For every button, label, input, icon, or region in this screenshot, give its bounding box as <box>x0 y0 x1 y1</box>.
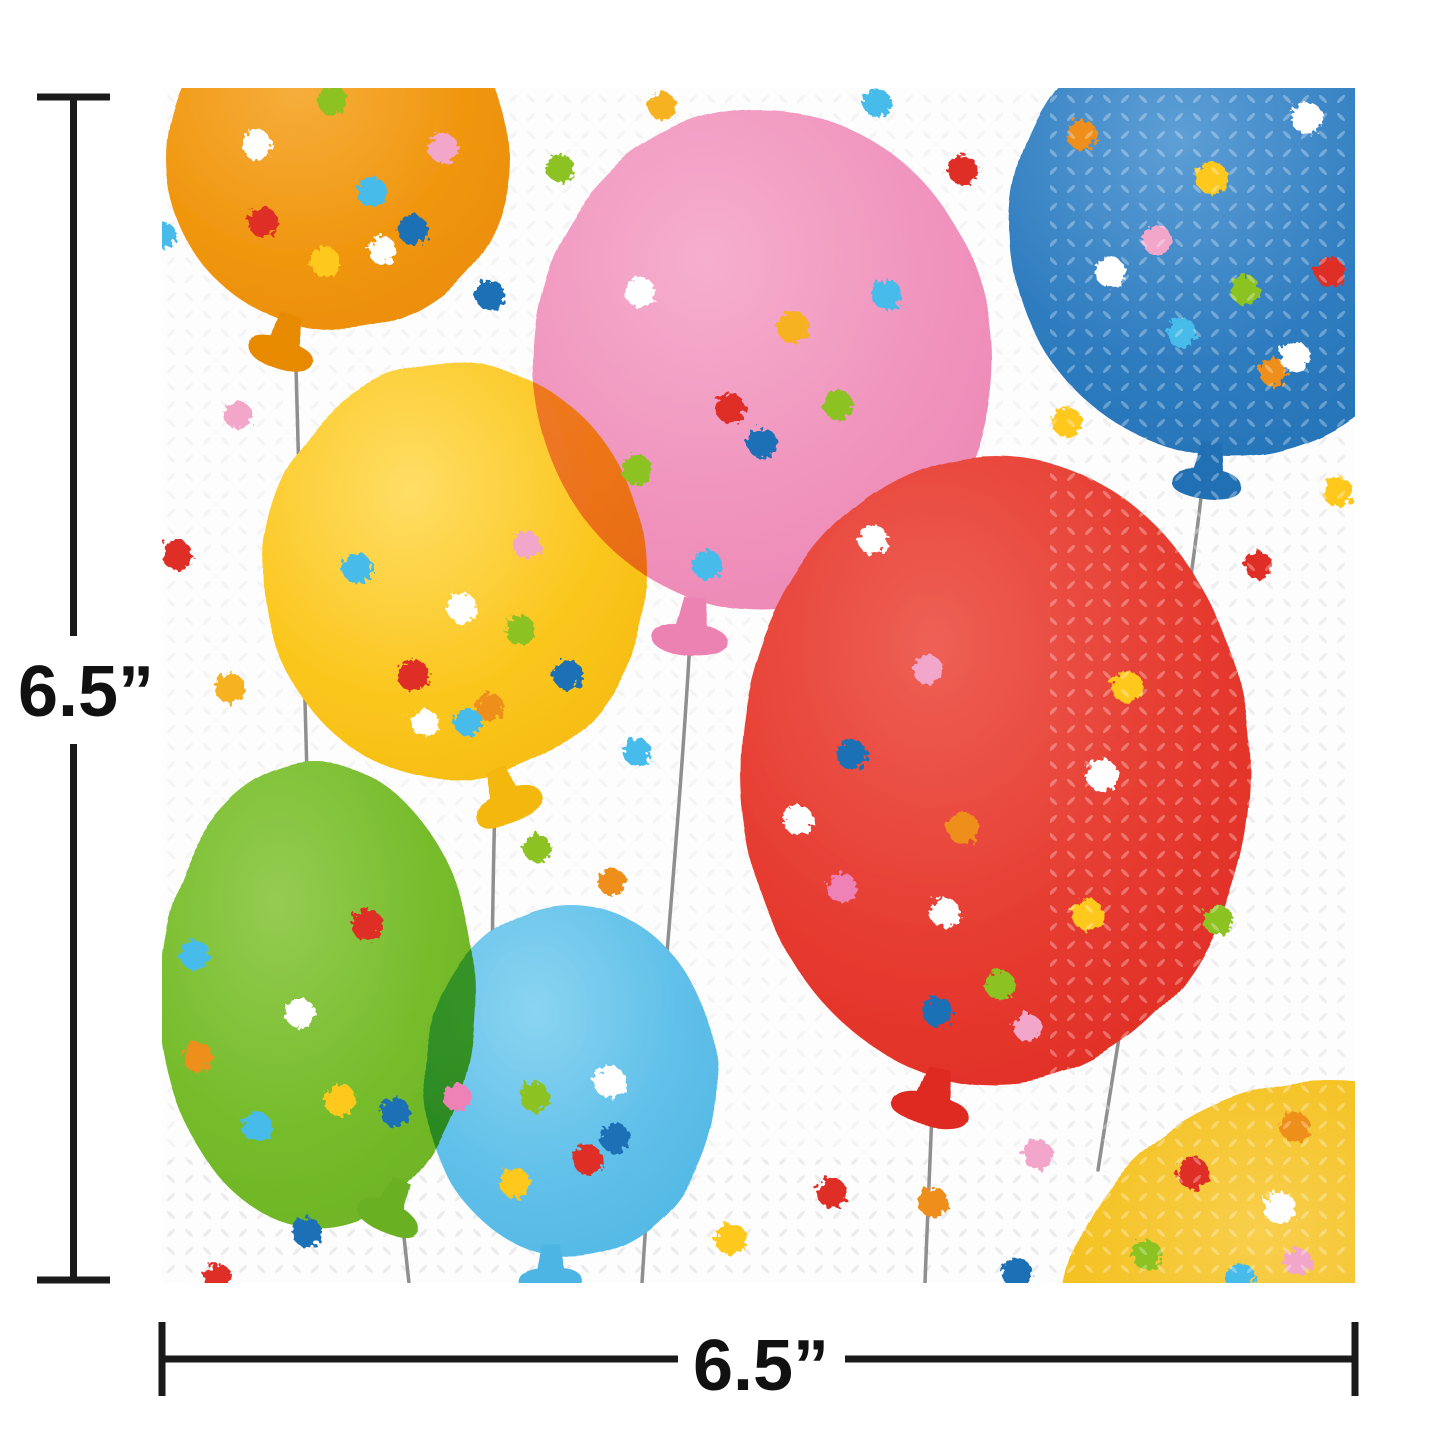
confetti-dot <box>872 280 902 310</box>
balloon-body <box>263 364 647 780</box>
balloon-knot <box>246 312 313 371</box>
confetti-dot <box>573 1145 603 1175</box>
confetti-dot <box>1023 1140 1053 1170</box>
confetti-dot <box>837 740 867 770</box>
confetti-dot <box>553 660 583 690</box>
balloon-knot <box>355 1178 420 1239</box>
confetti-dot <box>292 1217 322 1247</box>
confetti-dot <box>398 215 428 245</box>
confetti-dot <box>747 428 777 458</box>
confetti-dot <box>623 738 651 766</box>
confetti-dot <box>1002 1258 1032 1283</box>
confetti-dot <box>858 525 888 555</box>
balloon-knot <box>475 765 545 828</box>
confetti-dot <box>475 280 505 310</box>
height-dimension-line <box>37 93 110 1284</box>
confetti-dot <box>215 673 245 703</box>
confetti-dot <box>625 277 655 307</box>
balloon-body <box>166 88 510 330</box>
confetti-dot <box>324 1084 356 1116</box>
confetti-dot <box>368 236 396 264</box>
confetti-dot <box>923 997 953 1027</box>
balloon-knot <box>892 1064 967 1128</box>
confetti-dot <box>505 615 535 645</box>
confetti-dot <box>523 834 551 862</box>
confetti-dot <box>183 1042 213 1072</box>
balloon-body <box>424 904 716 1256</box>
confetti-dot <box>622 455 652 485</box>
confetti-dot <box>513 531 541 559</box>
confetti-dot <box>918 1187 948 1217</box>
confetti-dot <box>913 655 943 685</box>
confetti-dot <box>823 390 853 420</box>
confetti-dot <box>242 130 272 160</box>
confetti-dot <box>380 1097 410 1127</box>
balloon-lightblue <box>424 904 716 1283</box>
confetti-dot <box>162 222 176 248</box>
confetti-dot <box>443 1083 471 1111</box>
confetti-dot <box>648 92 676 120</box>
confetti-dot <box>863 89 891 117</box>
balloon-body <box>532 110 992 610</box>
confetti-dot <box>454 708 482 736</box>
confetti-dot <box>317 88 347 115</box>
confetti-dot <box>1013 1013 1041 1041</box>
confetti-dot <box>310 247 340 277</box>
confetti-dot <box>162 540 192 570</box>
confetti-dot <box>342 553 372 583</box>
confetti-dot <box>715 1223 747 1255</box>
confetti-dot <box>947 812 979 844</box>
confetti-dot <box>783 805 813 835</box>
balloon-pink <box>532 110 992 657</box>
confetti-dot <box>600 1123 630 1153</box>
confetti-dot <box>476 693 504 721</box>
confetti-dot <box>546 154 574 182</box>
napkin-texture-overlay <box>1050 88 1355 1283</box>
balloon-knot <box>652 595 729 657</box>
confetti-dot <box>594 1066 626 1098</box>
confetti-dot <box>777 311 809 343</box>
confetti-dot <box>285 998 315 1028</box>
confetti-dot <box>692 550 722 580</box>
confetti-dot <box>428 133 458 163</box>
confetti-dot <box>500 1168 530 1198</box>
confetti-dot <box>817 1178 847 1208</box>
width-label: 6.5” <box>693 1326 829 1406</box>
balloon-body <box>162 763 475 1227</box>
balloon-yellow <box>263 364 647 828</box>
confetti-dot <box>248 207 278 237</box>
confetti-dot <box>180 940 210 970</box>
napkin <box>162 88 1355 1283</box>
confetti-dot <box>351 909 383 941</box>
confetti-dot <box>242 1112 272 1142</box>
confetti-dot <box>598 868 626 896</box>
confetti-dot <box>930 898 960 928</box>
confetti-dot <box>224 401 252 429</box>
confetti-dot <box>357 177 387 207</box>
height-label: 6.5” <box>18 652 154 732</box>
confetti-dot <box>520 1082 550 1112</box>
balloon-knot <box>517 1243 583 1283</box>
confetti-dot <box>397 659 429 691</box>
confetti-dot <box>411 709 439 737</box>
confetti-dot <box>204 1264 232 1283</box>
confetti-dot <box>447 593 477 623</box>
width-dimension-line <box>158 1322 1359 1396</box>
confetti-dot <box>948 155 978 185</box>
confetti-dot <box>827 873 857 903</box>
confetti-dot <box>715 393 745 423</box>
confetti-dot <box>985 970 1015 1000</box>
